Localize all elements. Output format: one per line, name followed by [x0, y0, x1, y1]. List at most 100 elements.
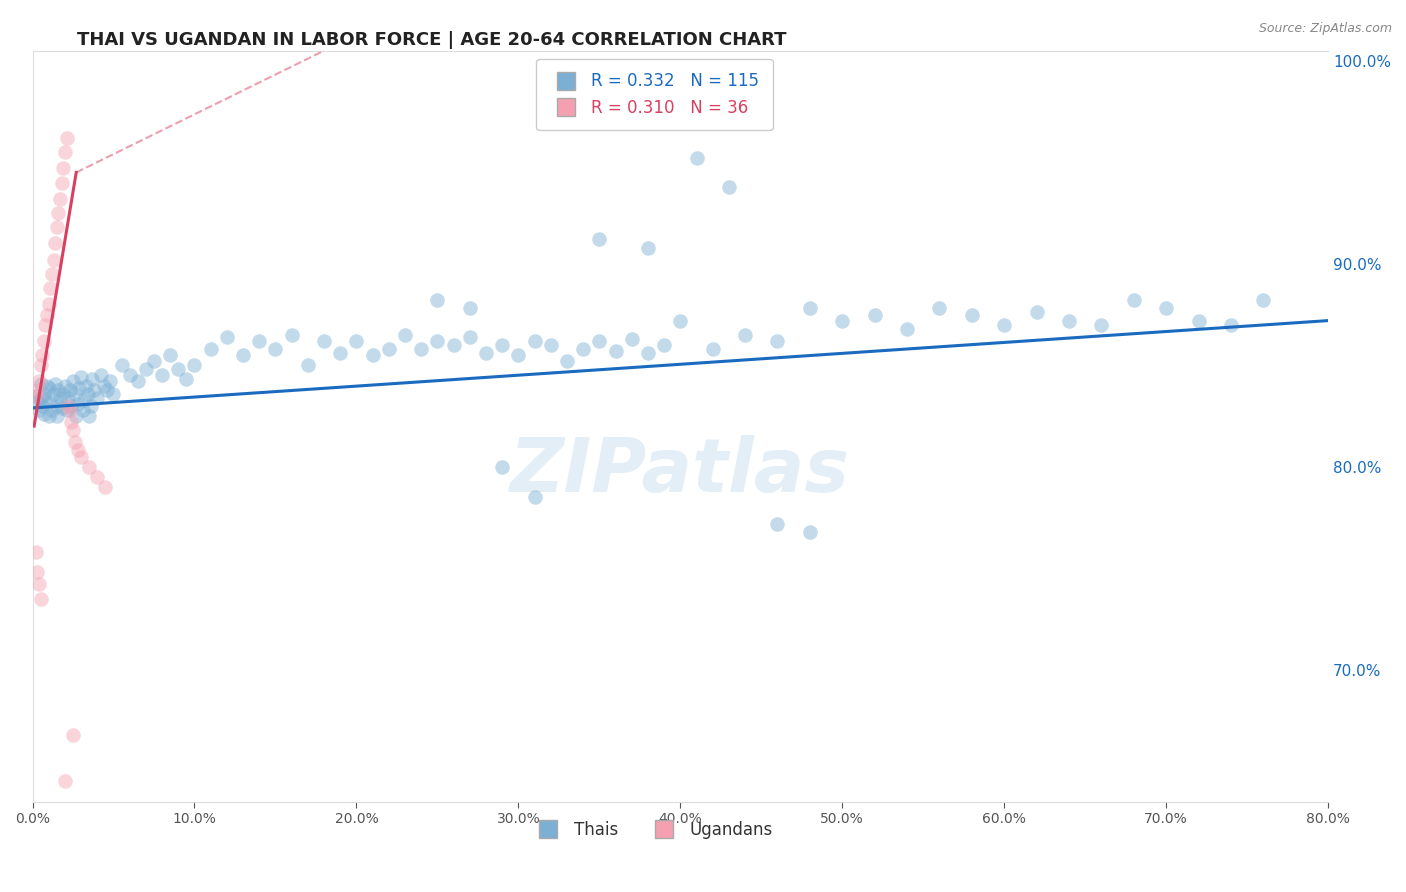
- Point: [35, 378, 58, 392]
- Point: [38, 297, 60, 311]
- Point: [32, 334, 55, 348]
- Point: [80, 399, 103, 413]
- Point: [176, 372, 198, 386]
- Point: [652, 338, 675, 352]
- Point: [669, 313, 692, 327]
- Point: [27, 566, 49, 580]
- Point: [361, 348, 384, 362]
- Point: [49, 192, 72, 206]
- Point: [411, 342, 433, 356]
- Point: [426, 334, 449, 348]
- Point: [55, 131, 77, 145]
- Point: [76, 386, 98, 401]
- Point: [24, 545, 46, 559]
- Point: [39, 394, 62, 409]
- Point: [394, 327, 416, 342]
- Point: [458, 301, 481, 316]
- Point: [523, 334, 546, 348]
- Point: [896, 322, 918, 336]
- Point: [63, 386, 86, 401]
- Point: [1057, 313, 1080, 327]
- Point: [62, 375, 84, 389]
- Point: [45, 409, 67, 423]
- Point: [41, 267, 63, 281]
- Point: [31, 348, 53, 362]
- Point: [280, 327, 302, 342]
- Point: [96, 383, 118, 397]
- Point: [27, 383, 49, 397]
- Point: [572, 342, 595, 356]
- Point: [491, 338, 513, 352]
- Point: [605, 344, 627, 359]
- Point: [863, 308, 886, 322]
- Point: [66, 443, 89, 458]
- Point: [1187, 313, 1209, 327]
- Point: [77, 459, 100, 474]
- Point: [1220, 318, 1243, 332]
- Point: [75, 378, 97, 392]
- Point: [1090, 318, 1112, 332]
- Point: [45, 220, 67, 235]
- Point: [491, 459, 513, 474]
- Point: [232, 348, 254, 362]
- Point: [555, 354, 578, 368]
- Point: [540, 338, 562, 352]
- Point: [53, 145, 76, 160]
- Point: [717, 179, 740, 194]
- Point: [49, 391, 72, 405]
- Text: THAI VS UGANDAN IN LABOR FORCE | AGE 20-64 CORRELATION CHART: THAI VS UGANDAN IN LABOR FORCE | AGE 20-…: [77, 31, 787, 49]
- Point: [52, 161, 75, 176]
- Point: [38, 409, 60, 423]
- Point: [48, 383, 70, 397]
- Point: [59, 383, 82, 397]
- Point: [72, 403, 94, 417]
- Point: [48, 206, 70, 220]
- Point: [110, 358, 132, 372]
- Point: [35, 308, 58, 322]
- Point: [799, 524, 821, 539]
- Point: [93, 378, 115, 392]
- Point: [44, 376, 66, 391]
- Point: [1122, 293, 1144, 308]
- Point: [143, 354, 166, 368]
- Point: [118, 368, 141, 383]
- Point: [53, 774, 76, 789]
- Point: [264, 342, 287, 356]
- Point: [588, 334, 610, 348]
- Point: [56, 399, 79, 413]
- Point: [329, 346, 352, 360]
- Point: [94, 480, 117, 494]
- Point: [312, 334, 335, 348]
- Point: [34, 318, 56, 332]
- Point: [378, 342, 401, 356]
- Point: [127, 375, 149, 389]
- Point: [44, 236, 66, 251]
- Point: [1025, 305, 1047, 319]
- Point: [24, 389, 46, 403]
- Point: [52, 386, 75, 401]
- Point: [86, 391, 108, 405]
- Point: [135, 362, 157, 376]
- Point: [523, 490, 546, 504]
- Point: [831, 313, 853, 327]
- Point: [30, 358, 52, 372]
- Point: [685, 151, 707, 165]
- Point: [32, 386, 55, 401]
- Point: [42, 252, 65, 267]
- Point: [167, 362, 190, 376]
- Point: [42, 386, 65, 401]
- Point: [98, 375, 121, 389]
- Point: [702, 342, 724, 356]
- Point: [443, 338, 465, 352]
- Point: [30, 391, 52, 405]
- Point: [41, 403, 63, 417]
- Point: [55, 403, 77, 417]
- Point: [183, 358, 205, 372]
- Point: [766, 516, 789, 531]
- Legend: Thais, Ugandans: Thais, Ugandans: [529, 814, 780, 846]
- Point: [51, 401, 73, 415]
- Point: [215, 330, 238, 344]
- Point: [45, 399, 67, 413]
- Point: [344, 334, 367, 348]
- Point: [508, 348, 530, 362]
